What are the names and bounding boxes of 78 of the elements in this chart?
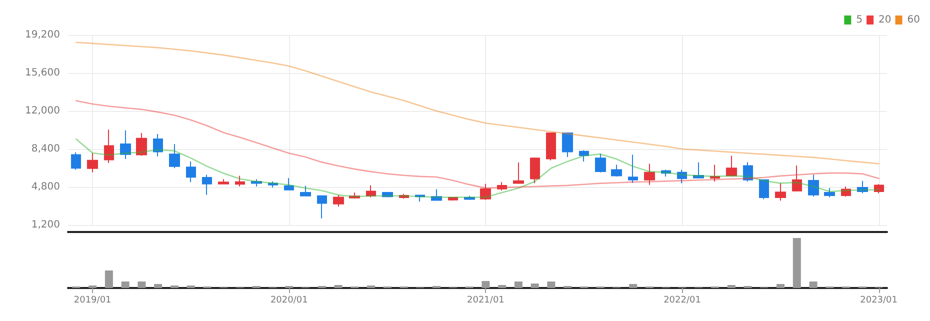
candlestick (611, 164, 622, 177)
x-tick-label: 2021/01 (466, 296, 504, 306)
bar (514, 282, 522, 288)
x-tick-label: 2019/01 (74, 296, 112, 306)
candlestick (824, 188, 835, 198)
candlestick (726, 155, 737, 176)
legend-label: 20 (878, 14, 892, 26)
candlestick (693, 162, 704, 179)
candlestick (202, 174, 212, 196)
candlestick (366, 184, 376, 198)
candlestick (661, 169, 671, 177)
candlestick (628, 154, 638, 184)
y-tick-label: 15,600 (25, 68, 60, 78)
candlestick (759, 179, 769, 200)
bar (629, 284, 638, 288)
candlestick (808, 174, 819, 198)
candlestick (857, 180, 868, 194)
candlestick (710, 164, 720, 182)
y-tick-label: 4,800 (31, 182, 60, 192)
candlestick (497, 182, 507, 191)
bar (776, 284, 785, 288)
candlestick (120, 130, 131, 160)
candlestick (743, 162, 753, 182)
bar (792, 238, 801, 288)
legend-label: 60 (907, 14, 920, 26)
candlestick (464, 195, 475, 200)
candlestick (218, 178, 229, 185)
bar (121, 282, 130, 288)
legend-label: 5 (856, 14, 863, 26)
candlestick (841, 186, 851, 198)
y-tick-label: 1,200 (31, 220, 60, 230)
candlestick (104, 129, 114, 164)
x-tick-label: 2022/01 (664, 296, 701, 306)
candlestick (235, 175, 245, 187)
candlestick (415, 194, 425, 202)
y-tick-label: 12,000 (25, 106, 60, 116)
candlestick (595, 153, 606, 173)
candlestick (300, 185, 311, 196)
candlestick (448, 196, 458, 202)
bar (547, 282, 556, 288)
candlestick (677, 169, 687, 184)
candlestick (284, 178, 294, 190)
bar (138, 282, 146, 288)
bar (154, 284, 162, 288)
candlestick (251, 178, 262, 187)
candlestick (87, 152, 98, 173)
candlestick (136, 132, 147, 156)
candlestick (333, 194, 344, 208)
candlestick (153, 134, 163, 157)
candlestick (644, 163, 655, 186)
candlestick (382, 192, 393, 198)
bar (809, 282, 818, 288)
candlestick (399, 193, 409, 200)
y-tick-label: 8,400 (31, 144, 60, 154)
candlestick (268, 181, 278, 188)
bar (530, 284, 539, 288)
candlestick (169, 144, 180, 169)
candlestick (513, 162, 524, 184)
candlestick (579, 150, 589, 162)
bar (727, 285, 736, 288)
y-tick-label: 19,200 (25, 30, 60, 40)
candlestick (530, 156, 540, 184)
candlestick (317, 194, 327, 219)
candlestick (775, 182, 786, 202)
x-tick-label: 2023/01 (860, 296, 898, 306)
candlestick (71, 152, 81, 170)
candlestick (874, 184, 884, 194)
candlestick (431, 188, 442, 202)
candlestick (562, 132, 573, 158)
bar (104, 270, 113, 288)
bar (334, 285, 342, 288)
candlestick (349, 192, 360, 200)
bar (498, 285, 506, 288)
candlestick (546, 132, 556, 161)
candlestick (792, 164, 802, 192)
candlestick (186, 160, 196, 183)
x-tick-label: 2020/01 (270, 296, 308, 306)
candlestick (480, 183, 491, 200)
